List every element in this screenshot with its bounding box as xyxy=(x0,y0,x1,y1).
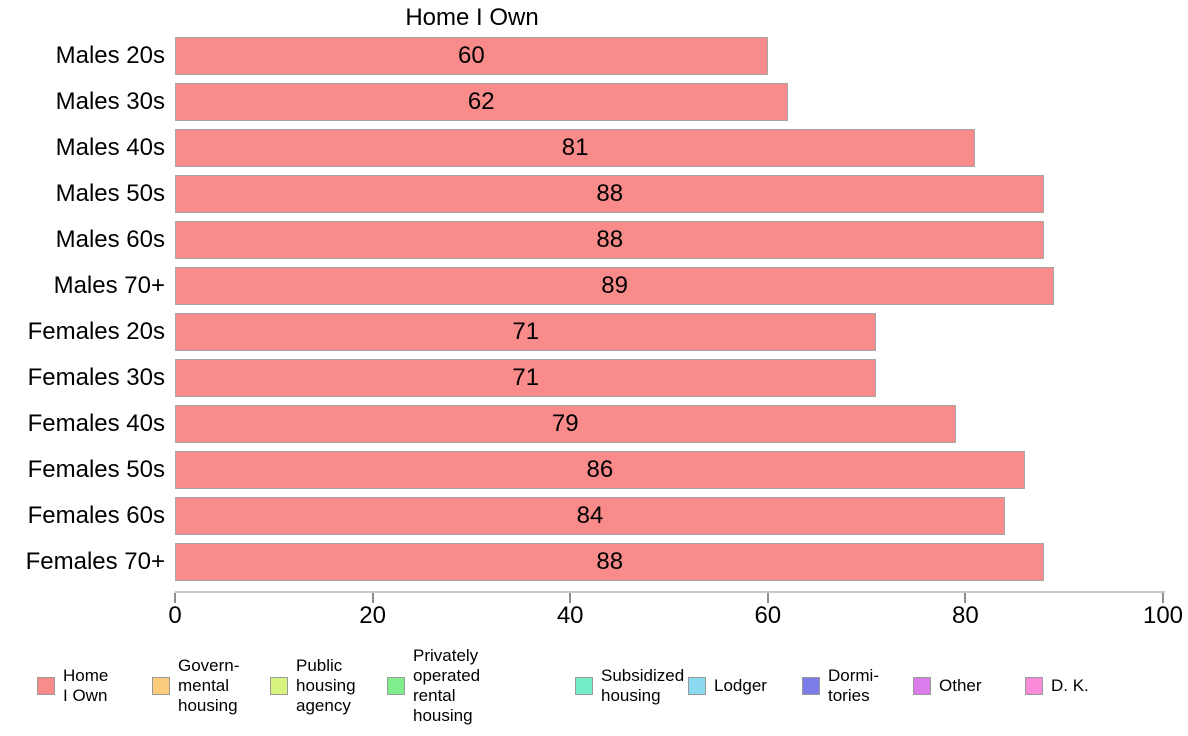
legend-swatch-subsidized-housing xyxy=(575,677,593,695)
bar-value-label: 88 xyxy=(596,548,624,575)
category-label: Females 60s xyxy=(27,502,165,529)
bar: 89 xyxy=(175,267,1055,305)
x-axis-tick-mark xyxy=(371,593,374,603)
bar-value-label: 71 xyxy=(512,364,540,391)
chart-title: Home I Own xyxy=(405,4,539,31)
bar: 88 xyxy=(175,543,1045,581)
legend-swatch-d-k xyxy=(1025,677,1043,695)
x-axis-tick-label: 100 xyxy=(1142,602,1184,629)
legend-swatch-dormitories xyxy=(802,677,820,695)
x-axis-tick-mark xyxy=(1162,593,1164,603)
legend-label-governmental-housing: Govern- mental housing xyxy=(178,656,240,715)
legend-item-other: Other xyxy=(913,640,982,732)
x-axis-tick-label: 40 xyxy=(556,602,584,629)
bar-row: Females 50s 86 xyxy=(28,447,1163,493)
bar-value-label: 88 xyxy=(596,180,624,207)
bar-row: Males 40s 81 xyxy=(56,125,1163,171)
legend-swatch-lodger xyxy=(688,677,706,695)
x-axis-tick-label: 20 xyxy=(359,602,386,629)
legend-label-home-i-own: Home I Own xyxy=(63,666,109,705)
plot-area: Males 20s 60 Males 30s 62 Males 40s 81 Males 5… xyxy=(26,33,1163,585)
bar: 81 xyxy=(175,129,976,167)
category-label: Females 40s xyxy=(27,410,165,437)
legend-swatch-other xyxy=(913,677,931,695)
legend-swatch-home-i-own xyxy=(37,677,55,695)
x-axis-tick-label: 0 xyxy=(168,602,182,629)
category-label: Males 30s xyxy=(55,88,165,115)
bar-value-label: 88 xyxy=(596,226,624,253)
bar: 79 xyxy=(175,405,956,443)
bar: 84 xyxy=(175,497,1005,535)
bar-value-label: 86 xyxy=(586,456,614,483)
x-axis-tick-label: 60 xyxy=(754,602,782,629)
bar-value-label: 60 xyxy=(458,42,485,69)
legend-swatch-public-housing-agency xyxy=(270,677,288,695)
x-axis-tick-label: 80 xyxy=(952,602,979,629)
x-axis-ticks: 0 20 40 60 80 100 xyxy=(168,591,1183,631)
legend-item-governmental-housing: Govern- mental housing xyxy=(152,640,239,732)
category-label: Males 50s xyxy=(55,180,165,207)
bar-row: Males 50s 88 xyxy=(56,171,1163,217)
legend-item-lodger: Lodger xyxy=(688,640,767,732)
bar-value-label: 89 xyxy=(601,272,628,299)
category-label: Males 70+ xyxy=(53,272,165,299)
legend-label-other: Other xyxy=(939,676,982,695)
bar-row: Males 60s 88 xyxy=(56,217,1163,263)
category-label: Females 70+ xyxy=(25,548,165,575)
category-label: Females 50s xyxy=(27,456,165,483)
bar: 88 xyxy=(175,175,1045,213)
legend-item-d-k: D. K. xyxy=(1025,640,1089,732)
legend-item-home-i-own: Home I Own xyxy=(37,640,108,732)
legend-swatch-governmental-housing xyxy=(152,677,170,695)
bar: 60 xyxy=(175,37,768,75)
category-label: Males 40s xyxy=(55,134,165,161)
bar-row: Females 40s 79 xyxy=(28,401,1163,447)
bar-row: Females 70+ 88 xyxy=(26,539,1163,585)
bar-row: Females 20s 71 xyxy=(28,309,1163,355)
category-label: Females 20s xyxy=(27,318,165,345)
category-label: Males 20s xyxy=(55,42,165,69)
bar-value-label: 84 xyxy=(576,502,604,529)
legend: Home I Own Govern- mental housing Public h… xyxy=(0,640,1188,732)
bar-row: Males 20s 60 xyxy=(56,33,1163,79)
bar-value-label: 79 xyxy=(551,410,579,437)
category-label: Males 60s xyxy=(55,226,165,253)
legend-item-subsidized-housing: Subsidized housing xyxy=(575,640,684,732)
x-axis-tick-mark xyxy=(964,593,967,603)
bar-row: Females 60s 84 xyxy=(28,493,1163,539)
bar-row: Males 30s 62 xyxy=(56,79,1163,125)
bar-value-label: 71 xyxy=(512,318,540,345)
bar-value-label: 81 xyxy=(561,134,589,161)
x-axis-tick-mark xyxy=(766,593,769,603)
legend-label-dormitories: Dormi- tories xyxy=(828,666,879,705)
legend-label-d-k: D. K. xyxy=(1051,676,1089,695)
legend-item-public-housing-agency: Public housing agency xyxy=(270,640,356,732)
category-label: Females 30s xyxy=(27,364,165,391)
bar: 62 xyxy=(175,83,788,121)
legend-label-subsidized-housing: Subsidized housing xyxy=(601,666,685,705)
legend-label-public-housing-agency: Public housing agency xyxy=(296,656,356,715)
x-axis-tick-mark xyxy=(174,593,176,603)
legend-item-privately-operated-rental-housing: Privately operated rental housing xyxy=(387,640,480,732)
bar-row: Males 70+ 89 xyxy=(54,263,1163,309)
legend-label-privately-operated-rental-housing: Privately operated rental housing xyxy=(413,646,481,725)
legend-swatch-privately-operated-rental-housing xyxy=(387,677,405,695)
bar-value-label: 62 xyxy=(467,88,495,115)
bar: 88 xyxy=(175,221,1045,259)
legend-label-lodger: Lodger xyxy=(714,676,767,695)
x-axis-tick-mark xyxy=(569,593,572,603)
bar: 71 xyxy=(175,313,877,351)
bar: 71 xyxy=(175,359,877,397)
x-axis-line xyxy=(175,591,1165,593)
legend-item-dormitories: Dormi- tories xyxy=(802,640,879,732)
bar-row: Females 30s 71 xyxy=(28,355,1163,401)
bar: 86 xyxy=(175,451,1025,489)
